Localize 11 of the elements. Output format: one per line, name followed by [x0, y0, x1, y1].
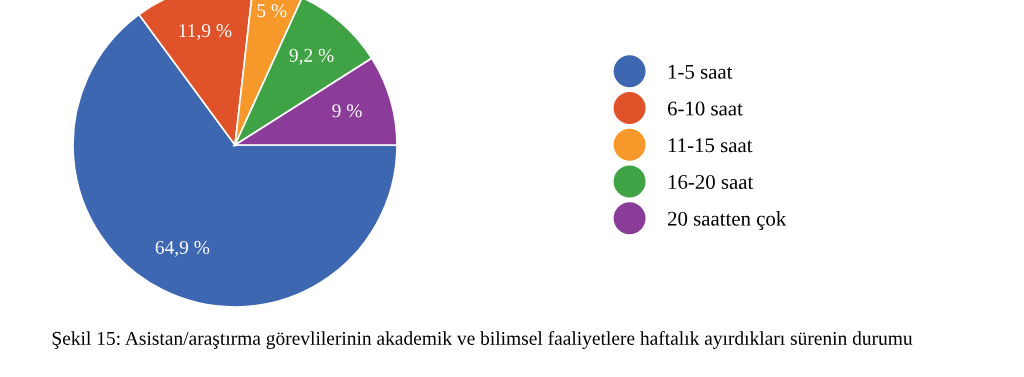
legend-label: 6-10 saat [667, 101, 743, 116]
legend-label: 1-5 saat [668, 64, 733, 79]
data-label: 5 % [257, 4, 287, 18]
data-label: 11,9 % [179, 24, 232, 40]
data-label: 9 % [332, 104, 362, 118]
data-label: 64,9 % [155, 240, 210, 257]
legend-label: 16-20 saat [668, 174, 754, 190]
text: Şekil 15: Asistan/araştırma görevlilerinin akademik ve bilimsel faaliyetlere haftalık ayırdıkları sürenin durumu [52, 331, 913, 349]
legend-label: 11-15 saat [668, 138, 753, 153]
data-label: 9,2 % [289, 48, 334, 65]
legend-label: 20 saatten çok [668, 211, 787, 230]
